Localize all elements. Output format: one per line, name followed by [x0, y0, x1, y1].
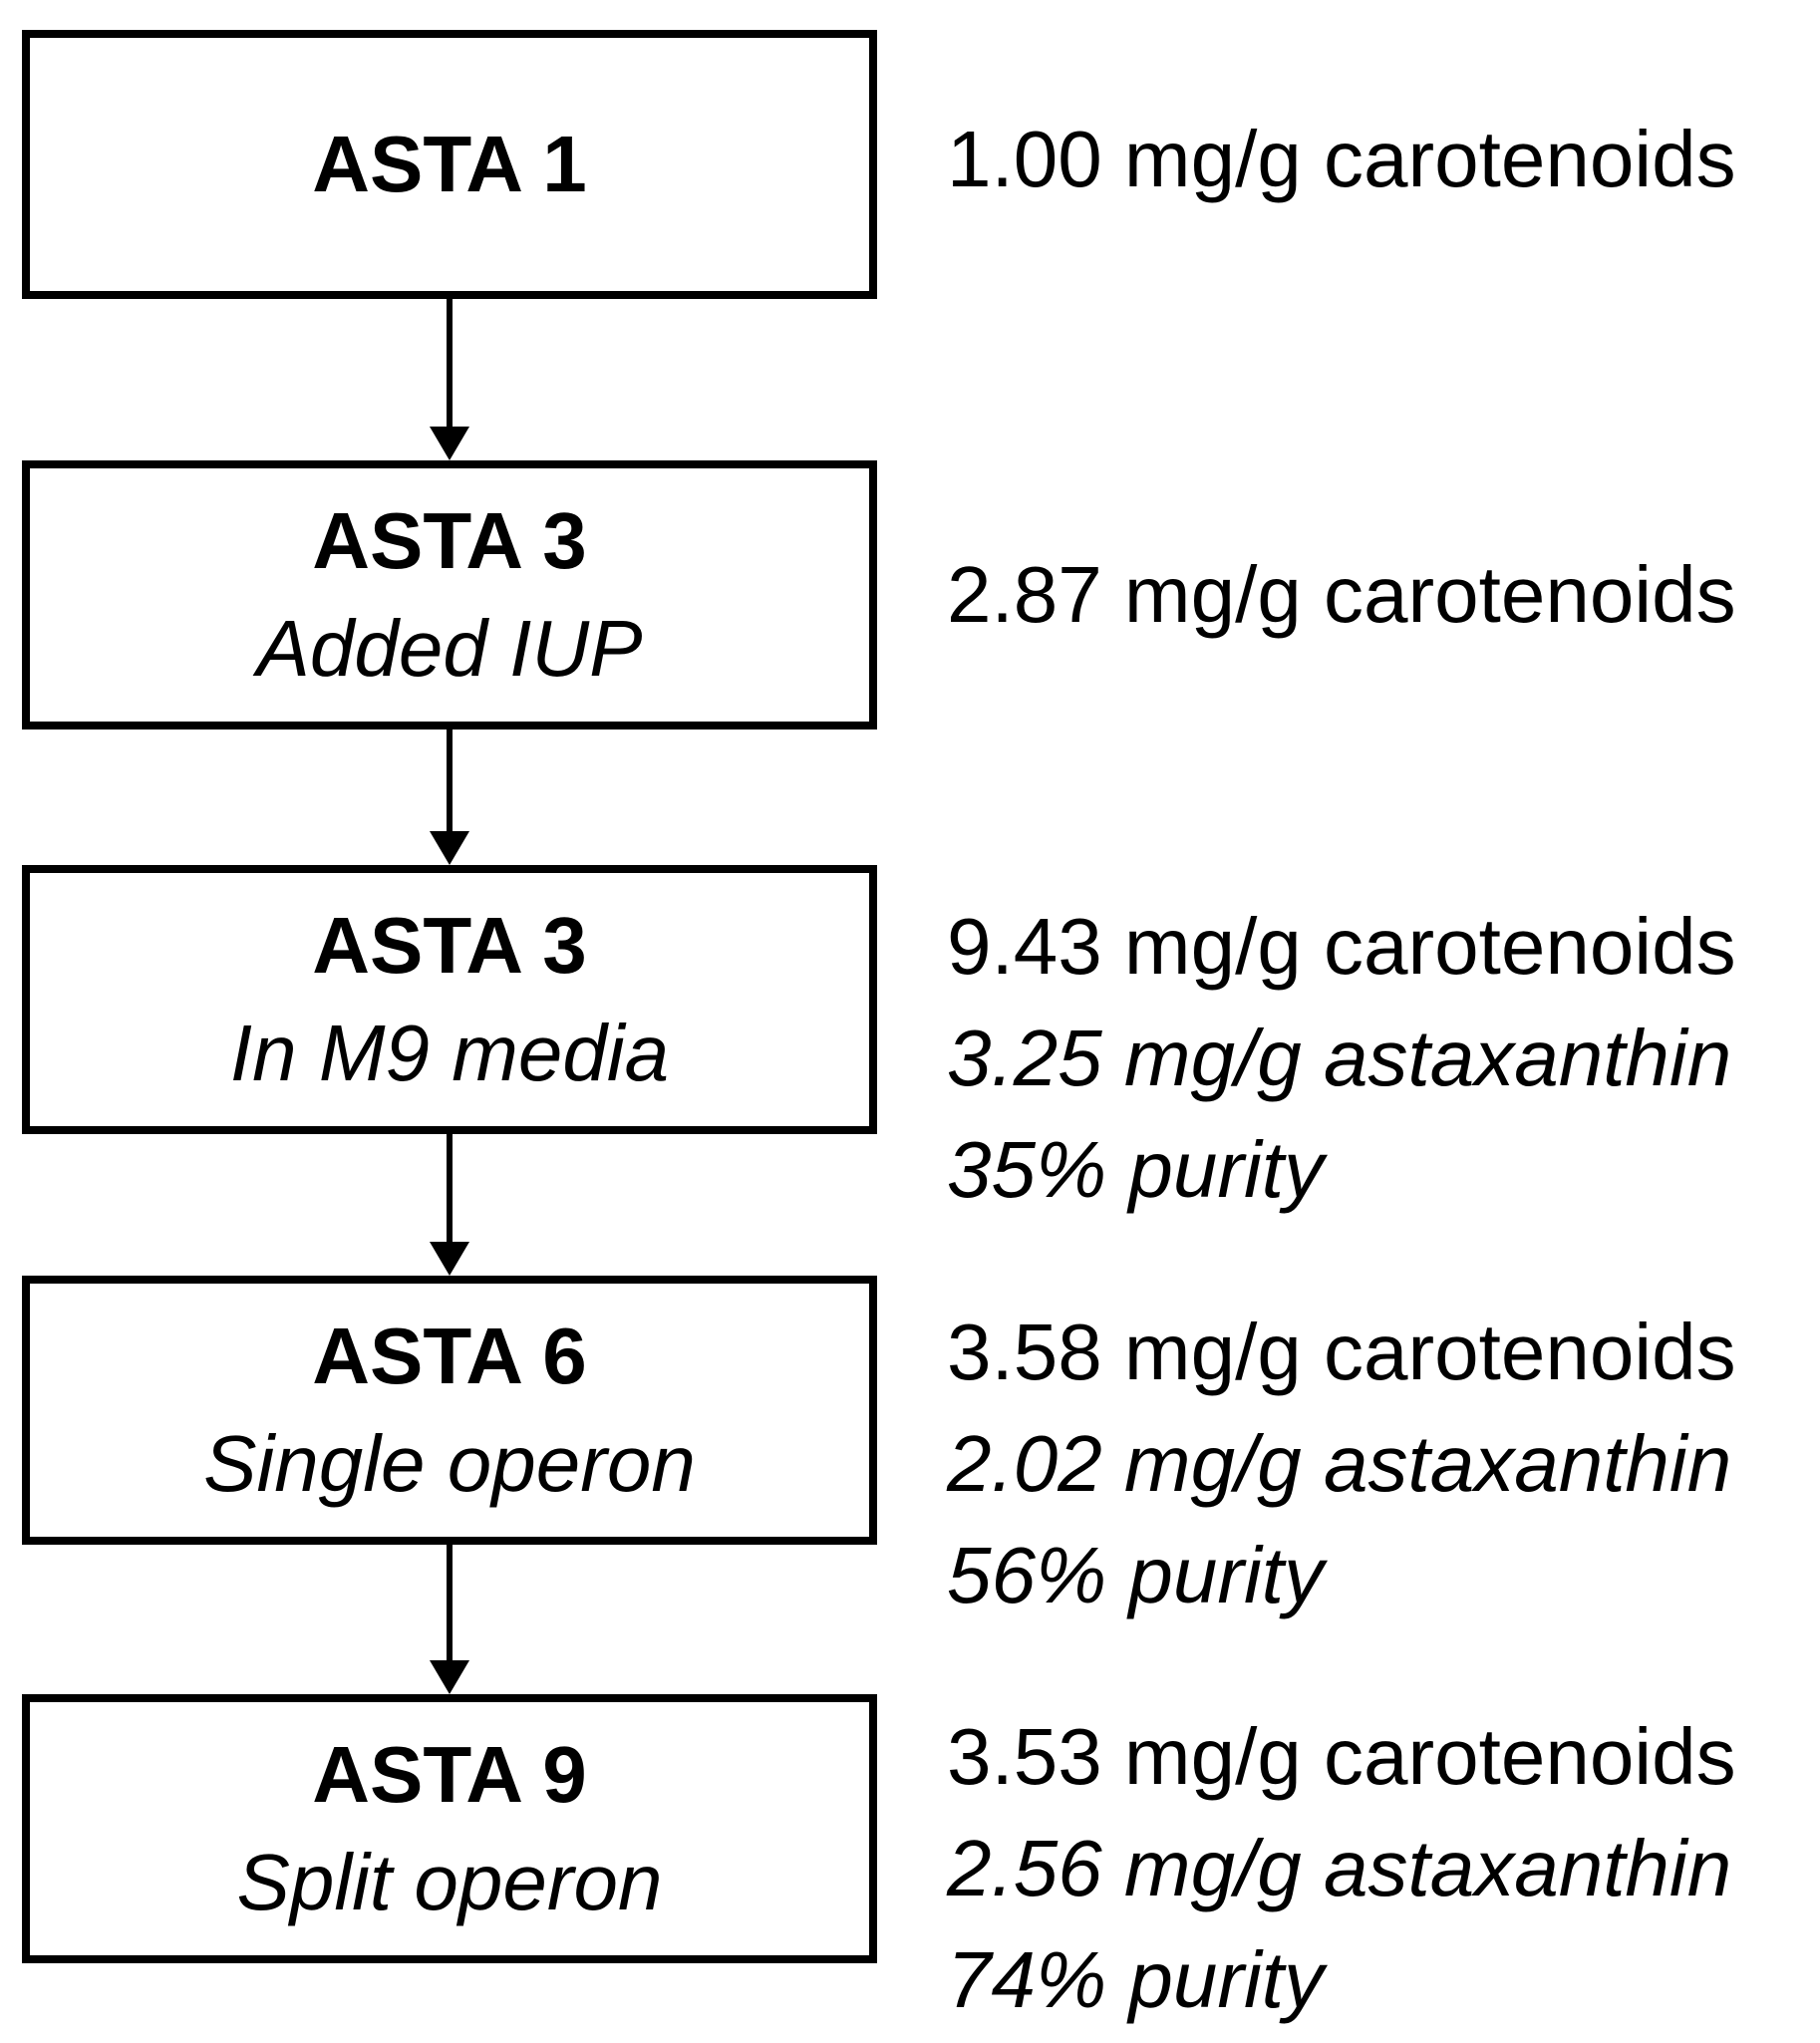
flowchart-step: ASTA 3 Added IUP 2.87 mg/g carotenoids	[0, 460, 1820, 865]
arrow-head	[430, 1242, 469, 1276]
arrow-head	[430, 1660, 469, 1694]
annotation-line: 3.58 mg/g carotenoids	[947, 1308, 1736, 1396]
strain-box: ASTA 9 Split operon	[22, 1694, 877, 1963]
strain-results: 9.43 mg/g carotenoids 3.25 mg/g astaxanth…	[947, 891, 1820, 1226]
strain-name: ASTA 3	[312, 901, 587, 990]
strain-name: ASTA 1	[312, 120, 587, 208]
strain-modification: In M9 media	[229, 1009, 670, 1097]
flowchart-step: ASTA 1 1.00 mg/g carotenoids	[0, 30, 1820, 460]
strain-modification: Added IUP	[256, 604, 643, 693]
strain-box: ASTA 3 Added IUP	[22, 460, 877, 730]
annotation-line: 3.53 mg/g carotenoids	[947, 1712, 1736, 1801]
annotation-line: 74% purity	[947, 1935, 1324, 2024]
strain-results: 3.58 mg/g carotenoids 2.02 mg/g astaxanth…	[947, 1297, 1820, 1631]
annotation-line: 56% purity	[947, 1531, 1324, 1619]
down-arrow-icon	[430, 730, 469, 865]
strain-name: ASTA 9	[312, 1730, 587, 1819]
strain-modification: Single operon	[203, 1419, 696, 1508]
annotation-line: 2.56 mg/g astaxanthin	[947, 1824, 1732, 1912]
annotation-line: 1.00 mg/g carotenoids	[947, 115, 1736, 203]
arrow-stem	[447, 1134, 453, 1246]
strain-box: ASTA 3 In M9 media	[22, 865, 877, 1134]
flowchart-step: ASTA 3 In M9 media 9.43 mg/g carotenoids…	[0, 865, 1820, 1276]
arrow-head	[430, 831, 469, 865]
down-arrow-icon	[430, 299, 469, 460]
arrow-stem	[447, 1545, 453, 1664]
strain-modification: Split operon	[236, 1838, 663, 1926]
strain-results: 2.87 mg/g carotenoids	[947, 539, 1820, 651]
arrow-stem	[447, 299, 453, 431]
down-arrow-icon	[430, 1134, 469, 1276]
flowchart-step: ASTA 6 Single operon 3.58 mg/g carotenoi…	[0, 1276, 1820, 1694]
strain-box: ASTA 6 Single operon	[22, 1276, 877, 1545]
strain-box: ASTA 1	[22, 30, 877, 299]
strain-results: 3.53 mg/g carotenoids 2.56 mg/g astaxanth…	[947, 1701, 1820, 2036]
strain-name: ASTA 6	[312, 1312, 587, 1400]
annotation-line: 3.25 mg/g astaxanthin	[947, 1014, 1732, 1102]
strain-results: 1.00 mg/g carotenoids	[947, 104, 1820, 215]
annotation-line: 9.43 mg/g carotenoids	[947, 902, 1736, 991]
down-arrow-icon	[430, 1545, 469, 1694]
strain-name: ASTA 3	[312, 496, 587, 585]
flowchart-step: ASTA 9 Split operon 3.53 mg/g carotenoid…	[0, 1694, 1820, 2024]
annotation-line: 35% purity	[947, 1125, 1324, 1214]
arrow-stem	[447, 730, 453, 835]
arrow-head	[430, 427, 469, 460]
annotation-line: 2.02 mg/g astaxanthin	[947, 1419, 1732, 1508]
annotation-line: 2.87 mg/g carotenoids	[947, 550, 1736, 639]
